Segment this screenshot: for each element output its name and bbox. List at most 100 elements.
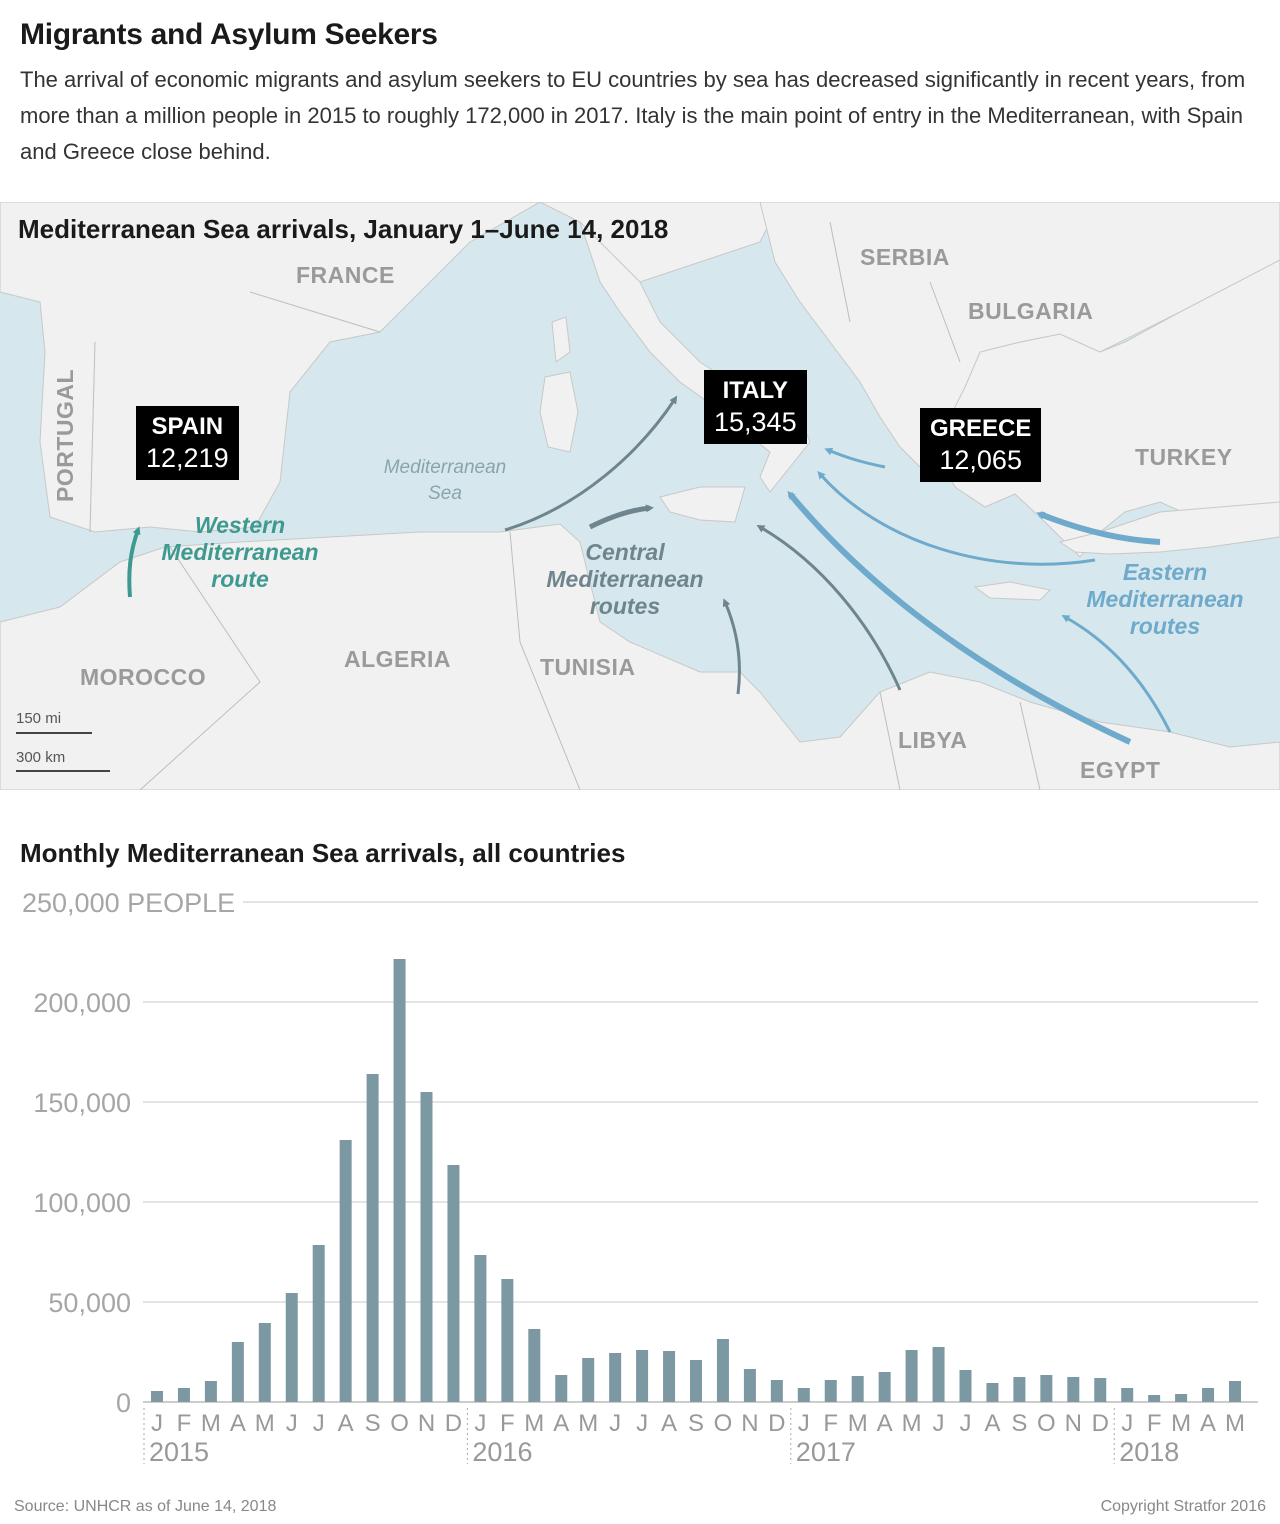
x-tick-label: O xyxy=(390,1410,409,1437)
x-tick-label: J xyxy=(313,1410,325,1437)
bar xyxy=(1094,1378,1107,1402)
x-tick-label: A xyxy=(230,1410,246,1437)
route-central-line2: Mediterranean xyxy=(546,566,704,592)
label-bulgaria: BULGARIA xyxy=(968,298,1094,324)
callout-italy-name: ITALY xyxy=(722,377,788,404)
y-tick-label: 100,000 xyxy=(33,1188,131,1218)
sea-label-line2: Sea xyxy=(428,483,462,504)
central-route-arrow-libya-east xyxy=(756,524,902,691)
bar xyxy=(528,1329,541,1402)
x-tick-label: A xyxy=(338,1410,354,1437)
map-title: Mediterranean Sea arrivals, January 1–Ju… xyxy=(18,214,669,244)
x-tick-label: O xyxy=(714,1410,733,1437)
bar xyxy=(204,1381,217,1402)
bar xyxy=(1202,1388,1215,1402)
bar xyxy=(366,1074,379,1402)
x-tick-label: A xyxy=(553,1410,569,1437)
x-tick-label: A xyxy=(877,1410,893,1437)
bar xyxy=(555,1375,568,1402)
bar xyxy=(1040,1375,1053,1402)
bar xyxy=(851,1376,864,1402)
bar xyxy=(339,1140,352,1402)
route-central-line3: routes xyxy=(589,593,661,619)
x-tick-label: F xyxy=(177,1410,192,1437)
x-tick-label: J xyxy=(151,1410,163,1437)
bar xyxy=(312,1245,325,1402)
route-label-western: Western Mediterranean route xyxy=(150,512,330,593)
x-tick-label: A xyxy=(661,1410,677,1437)
callout-italy-value: 15,345 xyxy=(714,407,797,437)
bar xyxy=(501,1279,514,1402)
bar xyxy=(770,1380,783,1402)
bar xyxy=(690,1360,702,1402)
x-tick-label: O xyxy=(1037,1410,1056,1437)
x-tick-label: D xyxy=(445,1410,462,1437)
route-eastern-line3: routes xyxy=(1129,613,1201,639)
x-tick-label: J xyxy=(474,1410,486,1437)
page-subtitle: The arrival of economic migrants and asy… xyxy=(20,67,1246,164)
bar xyxy=(447,1165,460,1402)
x-tick-label: M xyxy=(1225,1410,1245,1437)
x-tick-label: F xyxy=(823,1410,838,1437)
bar xyxy=(1013,1377,1026,1402)
eastern-route-arrow-aegean xyxy=(1036,511,1161,545)
callout-italy: ITALY 15,345 xyxy=(704,370,807,444)
country-borders xyxy=(89,221,1041,790)
bar xyxy=(797,1388,810,1402)
bar xyxy=(393,959,406,1402)
x-tick-label: M xyxy=(524,1410,544,1437)
x-tick-label: N xyxy=(418,1410,435,1437)
western-route-arrow xyxy=(127,526,141,598)
route-eastern-line2: Mediterranean xyxy=(1086,586,1244,612)
label-france: FRANCE xyxy=(296,262,395,288)
central-route-arrow-libya-west xyxy=(722,598,741,695)
x-tick-label: J xyxy=(798,1410,810,1437)
bar xyxy=(1148,1395,1161,1402)
route-western-line1: Western xyxy=(194,512,286,538)
callout-greece: GREECE 12,065 xyxy=(920,408,1042,482)
monthly-arrivals-bar-chart: 0 50,000 100,000 150,000 200,000 250,000 PEOP… xyxy=(22,888,1258,1467)
bar xyxy=(258,1323,271,1402)
bar xyxy=(716,1339,729,1402)
label-serbia: SERBIA xyxy=(860,244,950,270)
year-label: 2018 xyxy=(1119,1437,1179,1467)
x-tick-label: A xyxy=(1200,1410,1216,1437)
x-tick-label: M xyxy=(1171,1410,1191,1437)
y-tick-label: 250,000 PEOPLE xyxy=(22,888,235,918)
route-label-central: Central Mediterranean routes xyxy=(535,539,715,620)
bar xyxy=(1229,1381,1241,1402)
bar xyxy=(420,1092,433,1402)
x-tick-label: M xyxy=(848,1410,868,1437)
year-label: 2017 xyxy=(796,1437,856,1467)
corsica xyxy=(551,316,571,363)
bar xyxy=(663,1351,676,1402)
bar xyxy=(636,1350,649,1402)
bar xyxy=(285,1293,298,1402)
bar xyxy=(959,1370,972,1402)
x-tick-label: J xyxy=(636,1410,648,1437)
callout-spain: SPAIN 12,219 xyxy=(136,406,239,480)
bar xyxy=(151,1391,163,1402)
x-tick-label: N xyxy=(741,1410,758,1437)
callout-spain-value: 12,219 xyxy=(146,443,229,473)
bar xyxy=(743,1369,756,1402)
bar xyxy=(878,1372,891,1402)
north-africa-land xyxy=(0,523,1280,790)
map-graphic xyxy=(0,202,1280,790)
label-tunisia: TUNISIA xyxy=(540,654,636,680)
bar xyxy=(905,1350,918,1402)
sea-label-line1: Mediterranean xyxy=(383,457,507,478)
route-label-eastern: Eastern Mediterranean routes xyxy=(1075,559,1255,640)
label-algeria: ALGERIA xyxy=(344,646,451,672)
eastern-route-arrow-turkey-1 xyxy=(817,471,1096,566)
x-tick-label: M xyxy=(578,1410,598,1437)
eastern-route-arrow-turkey-2 xyxy=(824,447,886,469)
label-morocco: MOROCCO xyxy=(80,664,207,690)
route-western-line3: route xyxy=(211,566,269,592)
callout-greece-value: 12,065 xyxy=(939,445,1022,475)
x-tick-label: M xyxy=(902,1410,922,1437)
crete xyxy=(973,581,1052,601)
y-tick-label: 50,000 xyxy=(48,1288,131,1318)
sardinia xyxy=(539,371,579,453)
x-tick-label: J xyxy=(960,1410,972,1437)
